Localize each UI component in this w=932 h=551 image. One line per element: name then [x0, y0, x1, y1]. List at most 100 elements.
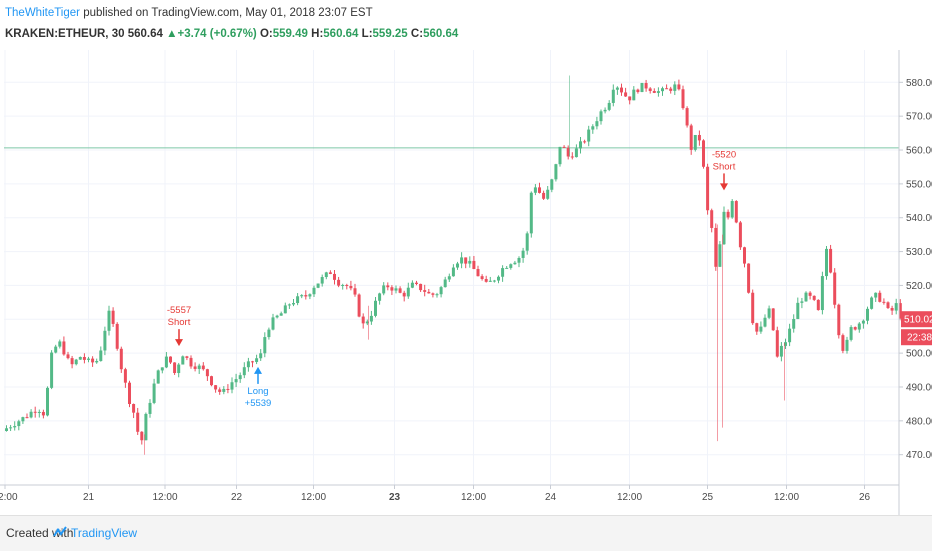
candle-body — [837, 304, 841, 336]
candle-body — [337, 279, 341, 286]
candle-body — [861, 320, 865, 324]
y-tick-label: 560.00 — [906, 146, 932, 157]
candle-body — [341, 285, 345, 287]
candle-body — [242, 367, 246, 376]
candle-body — [410, 282, 414, 288]
candle-body — [345, 285, 349, 287]
x-tick-label: 25 — [702, 492, 714, 503]
candle-body — [796, 302, 800, 320]
low-label: L: — [361, 28, 373, 40]
candle-body — [185, 356, 189, 358]
candle-body — [398, 288, 402, 293]
price-change: +3.74 (+0.67%) — [177, 28, 257, 40]
candle-body — [784, 342, 787, 346]
candle-body — [607, 102, 611, 110]
candle-body — [406, 287, 410, 297]
open-label: O: — [259, 28, 273, 40]
candle-body — [816, 299, 820, 311]
high-label: H: — [311, 28, 324, 40]
candles — [5, 75, 902, 455]
y-tick-label: 500.00 — [906, 349, 932, 360]
candle-body — [800, 301, 804, 303]
candle-body — [308, 294, 312, 297]
candle-body — [152, 383, 156, 403]
candle-body — [25, 417, 29, 419]
candle-body — [287, 304, 291, 306]
candle-body — [164, 356, 168, 368]
candle-body — [132, 404, 136, 413]
candle-body — [324, 272, 328, 278]
candle-body — [747, 263, 751, 293]
candle-body — [464, 257, 468, 264]
candle-body — [697, 134, 701, 141]
candle-body — [599, 111, 603, 122]
candle-body — [95, 360, 99, 363]
candle-body — [759, 326, 763, 332]
candle-body — [156, 370, 160, 384]
high-value: 560.64 — [323, 28, 359, 40]
candle-body — [218, 389, 222, 392]
candle-body — [13, 426, 17, 428]
candle-body — [115, 323, 119, 349]
candle-body — [214, 385, 218, 390]
candle-body — [349, 285, 353, 289]
candle-body — [279, 313, 283, 316]
tradingview-brand[interactable]: TradingView — [71, 526, 138, 540]
candle-body — [825, 248, 828, 277]
candle-body — [205, 369, 209, 377]
candle-body — [238, 375, 242, 380]
x-tick-label: 24 — [545, 492, 557, 503]
candle-body — [169, 356, 172, 363]
candle-body — [275, 315, 279, 318]
candle-body — [333, 273, 336, 280]
candle-body — [300, 295, 304, 297]
candle-body — [173, 362, 177, 374]
y-tick-label: 580.00 — [906, 78, 932, 89]
candle-body — [419, 283, 423, 291]
annotation-value: -5520 — [712, 149, 736, 160]
candle-body — [611, 89, 615, 103]
x-tick-label: 12:00 — [301, 492, 326, 503]
candle-body — [312, 287, 316, 295]
candle-body — [99, 350, 103, 361]
candle-body — [558, 146, 562, 165]
tradingview-logo-icon — [53, 526, 67, 537]
candle-body — [111, 310, 115, 324]
candle-body — [583, 141, 587, 143]
candle-body — [222, 388, 226, 392]
candle-body — [148, 402, 152, 414]
grid-lines — [4, 50, 899, 485]
candle-body — [123, 369, 127, 383]
author-link[interactable]: TheWhiteTiger — [5, 7, 80, 19]
candle-body — [886, 302, 890, 309]
candle-body — [706, 166, 710, 211]
candle-body — [505, 267, 509, 269]
candle-body — [296, 296, 300, 304]
candle-body — [251, 361, 254, 363]
candle-body — [357, 294, 361, 317]
candle-body — [702, 140, 705, 167]
footer: Created with TradingView — [0, 515, 932, 551]
candle-body — [743, 247, 746, 264]
up-arrow-head-icon — [254, 366, 262, 374]
candle-body — [439, 287, 443, 295]
candle-body — [792, 319, 796, 329]
candle-body — [365, 321, 369, 324]
candle-body — [628, 96, 632, 101]
candle-body — [255, 358, 259, 362]
publish-info: TheWhiteTiger published on TradingView.c… — [5, 7, 373, 19]
annotation-label: Long — [247, 386, 268, 397]
symbol-info: KRAKEN:ETHEUR, 30 560.64 ▲+3.74 (+0.67%)… — [5, 28, 458, 40]
candle-body — [484, 278, 488, 282]
published-text: published on TradingView.com, May 01, 20… — [83, 7, 373, 19]
candle-body — [644, 82, 648, 89]
candle-body — [665, 88, 669, 90]
candle-body — [591, 126, 595, 130]
candle-body — [447, 276, 451, 280]
candle-body — [386, 285, 390, 288]
candle-body — [443, 279, 447, 288]
candle-body — [21, 417, 25, 422]
candle-body — [427, 291, 431, 294]
